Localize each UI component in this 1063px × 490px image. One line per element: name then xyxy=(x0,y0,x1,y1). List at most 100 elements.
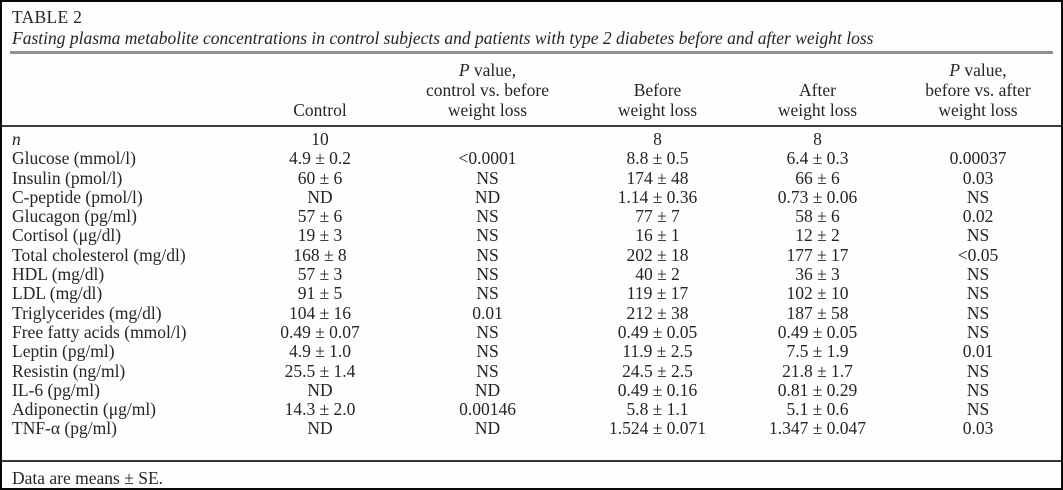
cell-before-weight-loss: 202 ± 18 xyxy=(626,244,689,265)
cell-p-control-vs-before: ND xyxy=(474,379,501,400)
cell-p-before-vs-after: NS xyxy=(966,399,990,420)
cell-after-weight-loss: 7.5 ± 1.9 xyxy=(786,341,849,362)
cell-p-control-vs-before: 0.00146 xyxy=(459,399,516,420)
cell-before-weight-loss: 24.5 ± 2.5 xyxy=(622,360,693,381)
cell-p-control-vs-before: ND xyxy=(474,186,501,207)
cell-after-weight-loss: 0.73 ± 0.06 xyxy=(777,186,858,207)
row-label: Free fatty acids (mmol/l) xyxy=(12,321,187,342)
cell-before-weight-loss: 16 ± 1 xyxy=(635,225,680,246)
col-header-line: P value, xyxy=(458,60,517,80)
cell-p-before-vs-after: NS xyxy=(966,264,990,285)
cell-after-weight-loss: 0.49 ± 0.05 xyxy=(777,321,858,342)
cell-p-control-vs-before: 0.01 xyxy=(472,302,503,323)
cell-before-weight-loss: 11.9 ± 2.5 xyxy=(622,341,693,362)
metabolite-table: Control P value, control vs. before weight … xyxy=(2,54,1061,439)
cell-before-weight-loss: 174 ± 48 xyxy=(626,167,689,188)
col-header-line: Before xyxy=(633,80,682,100)
cell-after-weight-loss: 0.81 ± 0.29 xyxy=(777,379,858,400)
cell-control: 4.9 ± 1.0 xyxy=(288,341,352,362)
table-row: TNF-α (pg/ml) ND ND 1.524 ± 0.071 1.347 ± 0.… xyxy=(2,418,1061,439)
cell-p-control-vs-before: NS xyxy=(476,167,499,188)
table-row: Cortisol (μg/dl) 19 ± 3 NS 16 ± 1 12 ± 2 NS xyxy=(2,225,1061,246)
col-header-line: before vs. after xyxy=(925,80,1031,100)
table-header: Control P value, control vs. before weight … xyxy=(2,54,1061,127)
cell-control: 25.5 ± 1.4 xyxy=(284,360,356,381)
row-label: Adiponectin (μg/ml) xyxy=(12,399,157,420)
cell-before-weight-loss: 77 ± 7 xyxy=(635,206,680,227)
footnote-rule xyxy=(2,459,1061,462)
col-header-line: Control xyxy=(293,100,347,120)
table-caption: Fasting plasma metabolite concentrations… xyxy=(12,28,874,48)
cell-after-weight-loss: 8 xyxy=(813,129,822,149)
cell-p-before-vs-after: 0.00037 xyxy=(949,148,1007,169)
cell-before-weight-loss: 5.8 ± 1.1 xyxy=(626,399,689,420)
table-row: LDL (mg/dl) 91 ± 5 NS 119 ± 17 102 ± 10 NS xyxy=(2,283,1061,304)
table-row: Leptin (pg/ml) 4.9 ± 1.0 NS 11.9 ± 2.5 7.5 ±… xyxy=(2,341,1061,362)
row-label: Glucose (mmol/l) xyxy=(12,148,136,169)
col-header-line: weight loss xyxy=(617,100,698,120)
table-header-row: Control P value, control vs. before weight … xyxy=(2,54,1061,127)
cell-p-control-vs-before: NS xyxy=(476,264,499,285)
cell-control: 57 ± 3 xyxy=(297,264,343,285)
cell-control: 104 ± 16 xyxy=(288,302,352,323)
row-label: Glucagon (pg/ml) xyxy=(12,206,137,227)
cell-control: 0.49 ± 0.07 xyxy=(280,321,360,342)
cell-control: 19 ± 3 xyxy=(297,225,343,246)
cell-before-weight-loss: 0.49 ± 0.05 xyxy=(617,321,698,342)
col-header-after-weight-loss: After weight loss xyxy=(740,54,895,127)
cell-p-before-vs-after: NS xyxy=(966,379,990,400)
col-header-metabolite xyxy=(2,54,240,127)
cell-after-weight-loss: 102 ± 10 xyxy=(786,283,849,304)
caption-rule xyxy=(10,51,1053,54)
cell-p-control-vs-before: NS xyxy=(476,360,499,381)
cell-p-before-vs-after: NS xyxy=(966,225,990,246)
cell-p-before-vs-after: 0.02 xyxy=(962,206,994,227)
cell-p-before-vs-after: NS xyxy=(966,360,990,381)
col-header-before-weight-loss: Before weight loss xyxy=(575,54,740,127)
cell-after-weight-loss: 58 ± 6 xyxy=(795,206,840,227)
col-header-p-before-vs-after: P value, before vs. after weight loss xyxy=(895,54,1061,127)
table-row: Triglycerides (mg/dl) 104 ± 16 0.01 212 ± 3… xyxy=(2,302,1061,323)
col-header-line: P value, xyxy=(949,60,1007,80)
cell-after-weight-loss: 177 ± 17 xyxy=(786,244,849,265)
table-row: Resistin (ng/ml) 25.5 ± 1.4 NS 24.5 ± 2.5 21… xyxy=(2,360,1061,381)
table-row: IL-6 (pg/ml) ND ND 0.49 ± 0.16 0.81 ± 0.29 NS xyxy=(2,379,1061,400)
cell-p-control-vs-before: NS xyxy=(476,321,499,342)
cell-after-weight-loss: 66 ± 6 xyxy=(795,167,840,188)
row-label: Insulin (pmol/l) xyxy=(12,167,123,188)
col-header-p-control-vs-before: P value, control vs. before weight loss xyxy=(400,54,575,127)
table-row: Adiponectin (μg/ml) 14.3 ± 2.0 0.00146 5.8 … xyxy=(2,399,1061,420)
row-label: Resistin (ng/ml) xyxy=(12,360,126,381)
row-label: Cortisol (μg/dl) xyxy=(12,225,122,246)
cell-p-before-vs-after: NS xyxy=(966,186,990,207)
cell-control: 14.3 ± 2.0 xyxy=(284,399,356,420)
cell-before-weight-loss: 212 ± 38 xyxy=(626,302,689,323)
row-label: Leptin (pg/ml) xyxy=(12,341,115,362)
cell-after-weight-loss: 12 ± 2 xyxy=(795,225,840,246)
cell-before-weight-loss: 40 ± 2 xyxy=(635,264,680,285)
row-label: Triglycerides (mg/dl) xyxy=(12,302,162,323)
cell-before-weight-loss: 1.14 ± 0.36 xyxy=(617,186,698,207)
cell-before-weight-loss: 8.8 ± 0.5 xyxy=(626,148,689,169)
row-label: C-peptide (pmol/l) xyxy=(12,186,143,207)
table-body: n 10 8 8 Glucose (mmol/l) 4.9 ± 0.2 <0.0001 8.8… xyxy=(2,126,1061,439)
cell-p-control-vs-before: NS xyxy=(476,283,499,304)
table-row: C-peptide (pmol/l) ND ND 1.14 ± 0.36 0.73 ± … xyxy=(2,186,1061,207)
cell-p-before-vs-after xyxy=(895,126,1061,149)
cell-after-weight-loss: 36 ± 3 xyxy=(795,264,840,285)
cell-p-control-vs-before: NS xyxy=(476,341,499,362)
table-row: Glucagon (pg/ml) 57 ± 6 NS 77 ± 7 58 ± 6 0.02 xyxy=(2,206,1061,227)
row-label: LDL (mg/dl) xyxy=(12,283,103,304)
cell-control: ND xyxy=(307,379,333,400)
cell-control: ND xyxy=(307,418,333,439)
row-label: n xyxy=(12,129,21,149)
cell-control: ND xyxy=(307,186,333,207)
cell-control: 168 ± 8 xyxy=(293,244,347,265)
cell-p-control-vs-before: NS xyxy=(476,206,499,227)
table-footnote: Data are means ± SE. xyxy=(12,467,164,488)
cell-p-control-vs-before: <0.0001 xyxy=(458,148,517,169)
cell-after-weight-loss: 5.1 ± 0.6 xyxy=(786,399,849,420)
cell-p-control-vs-before xyxy=(400,126,575,149)
cell-p-before-vs-after: 0.01 xyxy=(962,341,994,362)
